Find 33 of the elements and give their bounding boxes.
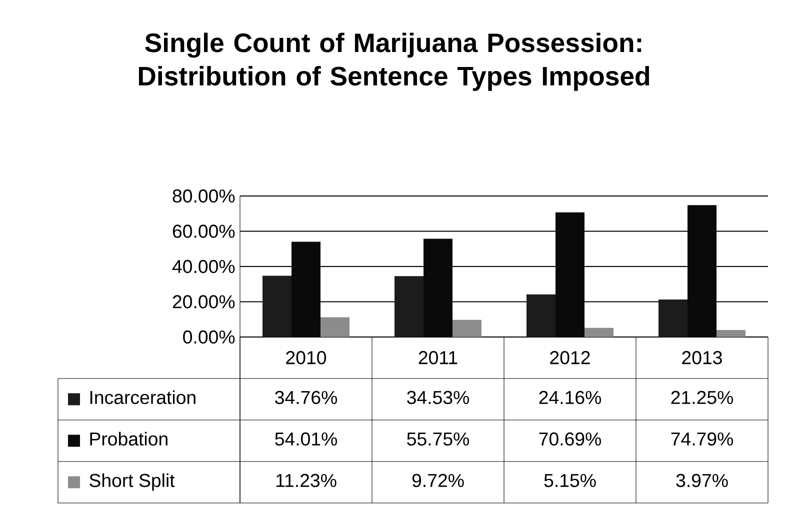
x-tick-label: 2013 <box>682 351 722 364</box>
data-label: 34.76% <box>275 390 337 404</box>
data-label: 74.79% <box>671 432 733 446</box>
data-label: 55.75% <box>407 432 469 446</box>
data-label: 3.97% <box>676 474 728 488</box>
bar <box>394 276 424 337</box>
x-tick-label: 2010 <box>286 351 326 364</box>
y-tick-label: 20.00% <box>172 295 235 308</box>
x-tick-label: 2011 <box>418 351 458 364</box>
y-tick-label: 80.00% <box>172 189 235 203</box>
y-tick-label: 60.00% <box>172 224 235 238</box>
bar <box>262 276 292 337</box>
bar <box>716 330 746 337</box>
data-label: 54.01% <box>275 432 337 446</box>
data-label: 5.15% <box>544 474 596 488</box>
legend-label: Probation <box>90 432 168 446</box>
y-tick-label: 40.00% <box>172 260 235 274</box>
data-label: 24.16% <box>539 390 601 404</box>
data-label: 21.25% <box>671 390 733 404</box>
data-label: 11.23% <box>276 474 336 488</box>
y-tick-label: 0.00% <box>183 330 235 344</box>
chart-title: Single Count of Marijuana Possession: Distribution of Sentence Types Imposed <box>138 32 650 91</box>
bar <box>658 300 688 337</box>
data-label: 70.69% <box>539 432 601 446</box>
bar <box>320 317 350 337</box>
x-tick-label: 2012 <box>550 351 590 364</box>
data-label: 9.72% <box>412 474 464 488</box>
bar <box>526 294 556 337</box>
data-label: 34.53% <box>407 390 469 404</box>
bar <box>584 328 614 337</box>
legend-label: Short Split <box>90 473 175 491</box>
legend-label: Incarceration <box>90 390 196 404</box>
bar <box>452 320 482 337</box>
